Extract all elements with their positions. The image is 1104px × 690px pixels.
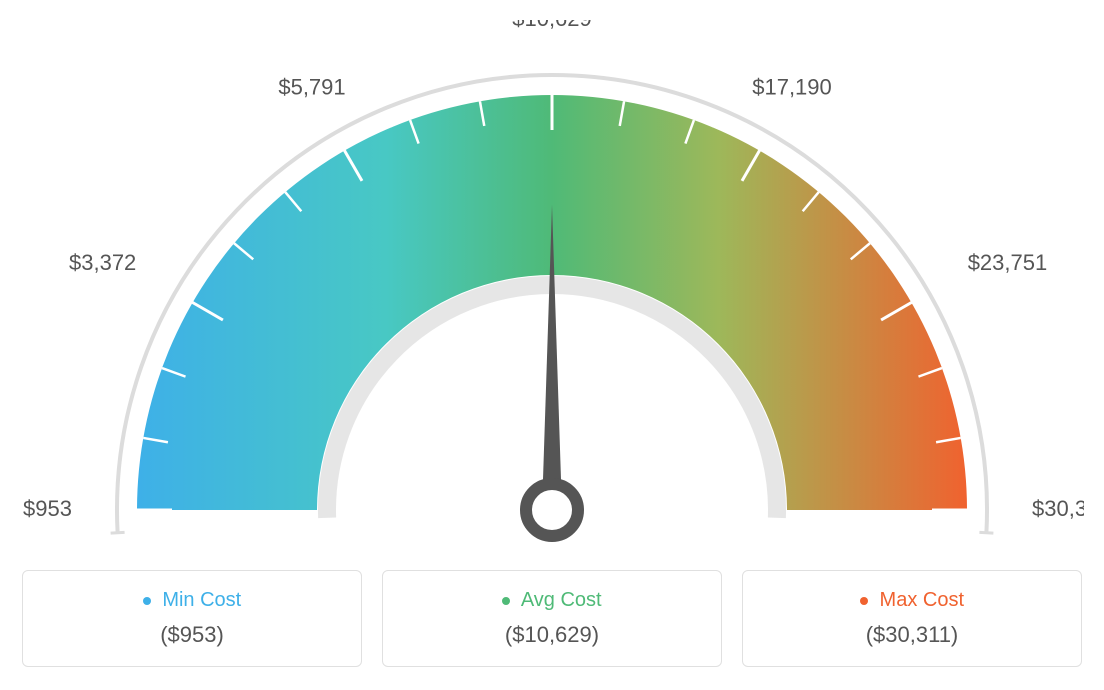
legend-avg-title: Avg Cost [393, 589, 711, 612]
legend-max-title: Max Cost [753, 589, 1071, 612]
gauge-area: $953 $3,372 $5,791 $10,629 $17,190 $23,751 $30… [20, 20, 1084, 550]
legend-min-value: ($953) [33, 622, 351, 648]
dot-icon [143, 597, 151, 605]
gauge-svg: $953 $3,372 $5,791 $10,629 $17,190 $23,751 $30… [20, 20, 1084, 550]
gauge-scale-label: $3,372 [69, 250, 136, 275]
legend-max-label: Max Cost [880, 589, 964, 611]
legend-avg-value: ($10,629) [393, 622, 711, 648]
legend-max-box: Max Cost ($30,311) [742, 570, 1082, 667]
gauge-scale-label: $23,751 [968, 250, 1048, 275]
legend-avg-box: Avg Cost ($10,629) [382, 570, 722, 667]
legend-min-label: Min Cost [162, 589, 241, 611]
legend-min-title: Min Cost [33, 589, 351, 612]
gauge-scale-label: $30,311 [1032, 496, 1084, 521]
dot-icon [502, 597, 510, 605]
dot-icon [860, 597, 868, 605]
legend-min-box: Min Cost ($953) [22, 570, 362, 667]
legend-avg-label: Avg Cost [521, 589, 602, 611]
gauge-chart-container: $953 $3,372 $5,791 $10,629 $17,190 $23,751 $30… [20, 20, 1084, 667]
gauge-scale-label: $10,629 [512, 20, 592, 31]
gauge-scale-label: $5,791 [278, 74, 345, 99]
legend-row: Min Cost ($953) Avg Cost ($10,629) Max C… [20, 570, 1084, 667]
gauge-scale-label: $953 [23, 496, 72, 521]
legend-max-value: ($30,311) [753, 622, 1071, 648]
gauge-scale-label: $17,190 [752, 74, 832, 99]
